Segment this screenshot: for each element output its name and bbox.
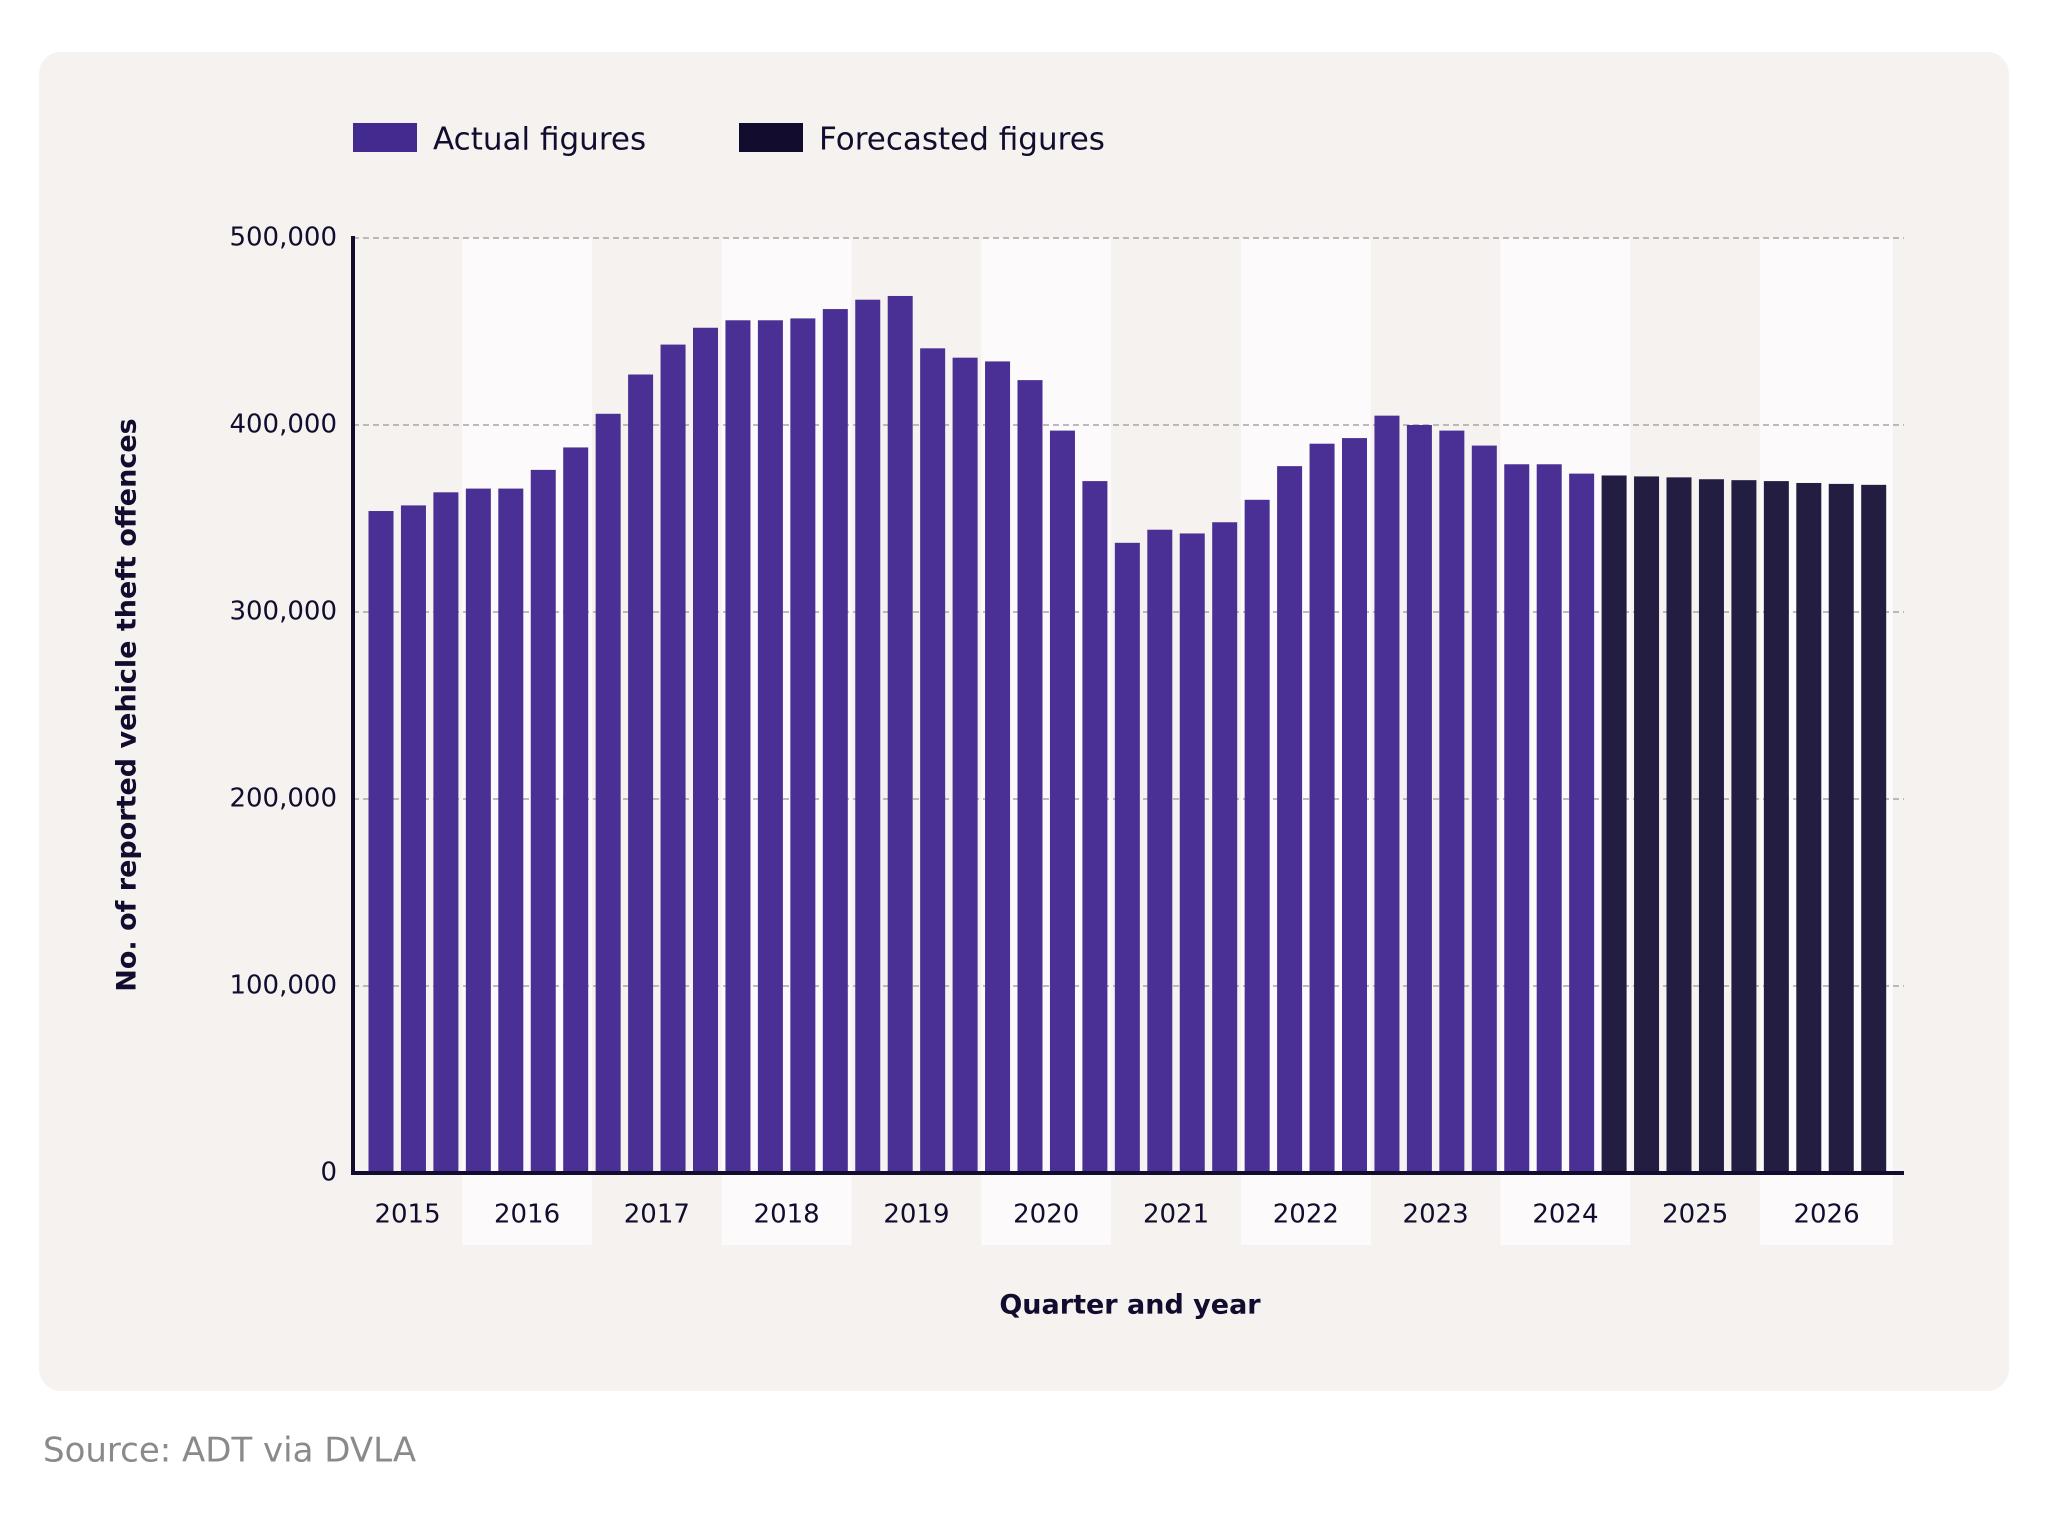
y-tick-label: 100,000 — [229, 971, 337, 1001]
bar — [1277, 466, 1303, 1173]
bar — [855, 299, 881, 1174]
bar — [1244, 499, 1270, 1173]
x-tick-label: 2018 — [754, 1200, 820, 1230]
bar — [790, 318, 816, 1173]
x-tick-label: 2024 — [1532, 1200, 1598, 1230]
bar — [1601, 475, 1627, 1173]
bar — [1796, 482, 1822, 1174]
bar — [465, 488, 491, 1174]
x-tick-label: 2022 — [1273, 1200, 1339, 1230]
bar — [920, 348, 946, 1174]
bar — [1342, 438, 1367, 1174]
bar — [822, 309, 848, 1173]
bar — [530, 469, 556, 1173]
x-tick-label: 2015 — [374, 1200, 440, 1230]
y-tick-label: 400,000 — [229, 410, 337, 440]
bar — [1114, 542, 1140, 1173]
x-tick-label: 2017 — [624, 1200, 690, 1230]
bar — [1698, 479, 1724, 1174]
x-axis-title: Quarter and year — [999, 1290, 1261, 1321]
y-tick-label: 500,000 — [229, 223, 337, 253]
y-tick-label: 300,000 — [229, 597, 337, 627]
bar — [1666, 477, 1692, 1173]
legend-label: Actual figures — [433, 122, 646, 158]
bar — [985, 361, 1011, 1173]
bar — [563, 447, 589, 1173]
bar — [595, 413, 621, 1173]
legend-label: Forecasted figures — [819, 122, 1105, 158]
bar — [1147, 529, 1173, 1173]
bar — [1569, 473, 1595, 1173]
x-tick-label: 2026 — [1793, 1200, 1859, 1230]
x-tick-label: 2019 — [883, 1200, 949, 1230]
bar — [1471, 445, 1497, 1173]
bar — [1763, 481, 1789, 1174]
bar — [1828, 483, 1854, 1173]
bar — [1374, 415, 1400, 1173]
y-tick-label: 200,000 — [229, 784, 337, 814]
bar — [1504, 464, 1530, 1173]
bar — [400, 505, 426, 1173]
x-tick-label: 2023 — [1403, 1200, 1469, 1230]
bar — [1406, 425, 1432, 1173]
bar — [887, 295, 913, 1174]
bar — [498, 488, 524, 1174]
source: Source: ADT via DVLA — [43, 1431, 416, 1471]
bar — [1634, 476, 1660, 1173]
bar — [433, 492, 459, 1173]
bar — [628, 374, 654, 1173]
bar — [1439, 430, 1465, 1173]
bar — [1212, 522, 1238, 1173]
bar — [952, 357, 978, 1173]
x-tick-label: 2021 — [1143, 1200, 1209, 1230]
bar — [1536, 464, 1562, 1173]
bar — [1049, 430, 1075, 1173]
bar — [757, 320, 783, 1173]
x-tick-label: 2016 — [494, 1200, 560, 1230]
x-tick-label: 2020 — [1013, 1200, 1079, 1230]
y-axis-title: No. of reported vehicle theft offences — [112, 418, 143, 991]
legend-swatch — [739, 123, 803, 152]
x-tick-label: 2025 — [1662, 1200, 1728, 1230]
bar — [1179, 533, 1205, 1173]
bar — [1731, 480, 1757, 1173]
legend-swatch — [353, 123, 417, 152]
bar — [693, 327, 718, 1173]
bar — [725, 320, 751, 1173]
bar — [1309, 443, 1335, 1173]
bar — [1861, 484, 1887, 1174]
bar — [1017, 380, 1043, 1173]
y-tick-label: 0 — [320, 1158, 337, 1188]
bar — [368, 511, 394, 1173]
bar — [1082, 481, 1108, 1174]
bar — [660, 344, 686, 1174]
